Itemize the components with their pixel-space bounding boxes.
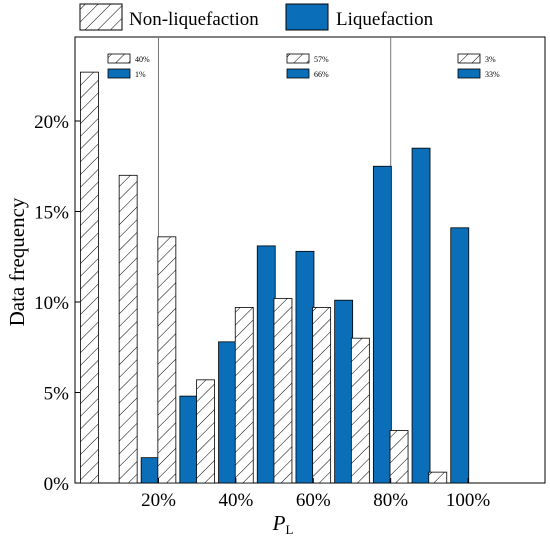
y-axis-title: Data frequency (5, 197, 29, 326)
bar-non-liquefaction-0 (80, 71, 99, 484)
region-value-liquefaction-0: 1% (135, 70, 146, 79)
region-swatch-non-liquefaction-2 (457, 53, 481, 64)
region-swatch-liquefaction-0 (107, 68, 131, 79)
legend-swatch-liquefaction (285, 3, 329, 31)
legend-label-liquefaction: Liquefaction (336, 9, 434, 30)
bar-liquefaction-6 (334, 299, 354, 484)
bar-liquefaction-1 (140, 457, 160, 484)
x-axis: 20% 40% 60% 80% 100% (141, 478, 490, 511)
bar-liquefaction-2 (179, 395, 199, 484)
bar-non-liquefaction-1 (118, 174, 138, 484)
y-tick-label-4: 20% (34, 112, 69, 133)
bar-non-liquefaction-6 (312, 307, 332, 484)
region-annotations: 40% 1% 57% 66% 3% 33% (107, 53, 500, 79)
region-value-liquefaction-1: 66% (314, 70, 329, 79)
x-axis-title-subscript: L (285, 522, 293, 537)
bar-liquefaction-7 (372, 165, 392, 484)
bar-liquefaction-9 (450, 227, 470, 484)
y-tick-label-0: 0% (44, 474, 70, 495)
bars (80, 71, 470, 484)
region-swatch-liquefaction-2 (457, 68, 481, 79)
legend-swatch-non-liquefaction (79, 3, 123, 31)
bar-non-liquefaction-5 (273, 297, 293, 484)
bar-non-liquefaction-8 (389, 430, 409, 484)
x-axis-title: PL (272, 511, 294, 537)
x-tick-label-4: 100% (446, 490, 491, 511)
bar-non-liquefaction-3 (196, 379, 215, 484)
bar-non-liquefaction-4 (234, 307, 254, 484)
x-tick-label-1: 40% (218, 490, 253, 511)
x-axis-title-main: P (272, 511, 286, 535)
y-tick-label-1: 5% (44, 384, 70, 405)
y-tick-label-2: 10% (34, 293, 69, 314)
region-value-liquefaction-2: 33% (485, 70, 500, 79)
bar-liquefaction-5 (295, 250, 315, 484)
legend: Non-liquefaction Liquefaction (79, 3, 434, 31)
region-swatch-liquefaction-1 (286, 68, 310, 79)
x-tick-label-3: 80% (373, 490, 408, 511)
x-tick-label-0: 20% (141, 490, 176, 511)
bar-liquefaction-8 (411, 147, 431, 484)
bar-liquefaction-3 (218, 341, 237, 484)
region-value-non-liquefaction-1: 57% (314, 55, 329, 64)
region-value-non-liquefaction-2: 3% (485, 55, 496, 64)
legend-label-non-liquefaction: Non-liquefaction (129, 9, 259, 30)
bar-non-liquefaction-2 (157, 236, 177, 484)
bar-non-liquefaction-7 (350, 337, 370, 484)
y-tick-label-3: 15% (34, 203, 69, 224)
region-swatch-non-liquefaction-0 (107, 53, 131, 64)
x-tick-label-2: 60% (296, 490, 331, 511)
bar-liquefaction-4 (256, 245, 276, 484)
y-axis: 0% 5% 10% 15% 20% (34, 112, 80, 495)
bar-non-liquefaction-9 (428, 471, 448, 484)
region-swatch-non-liquefaction-1 (286, 53, 310, 64)
region-value-non-liquefaction-0: 40% (135, 55, 150, 64)
